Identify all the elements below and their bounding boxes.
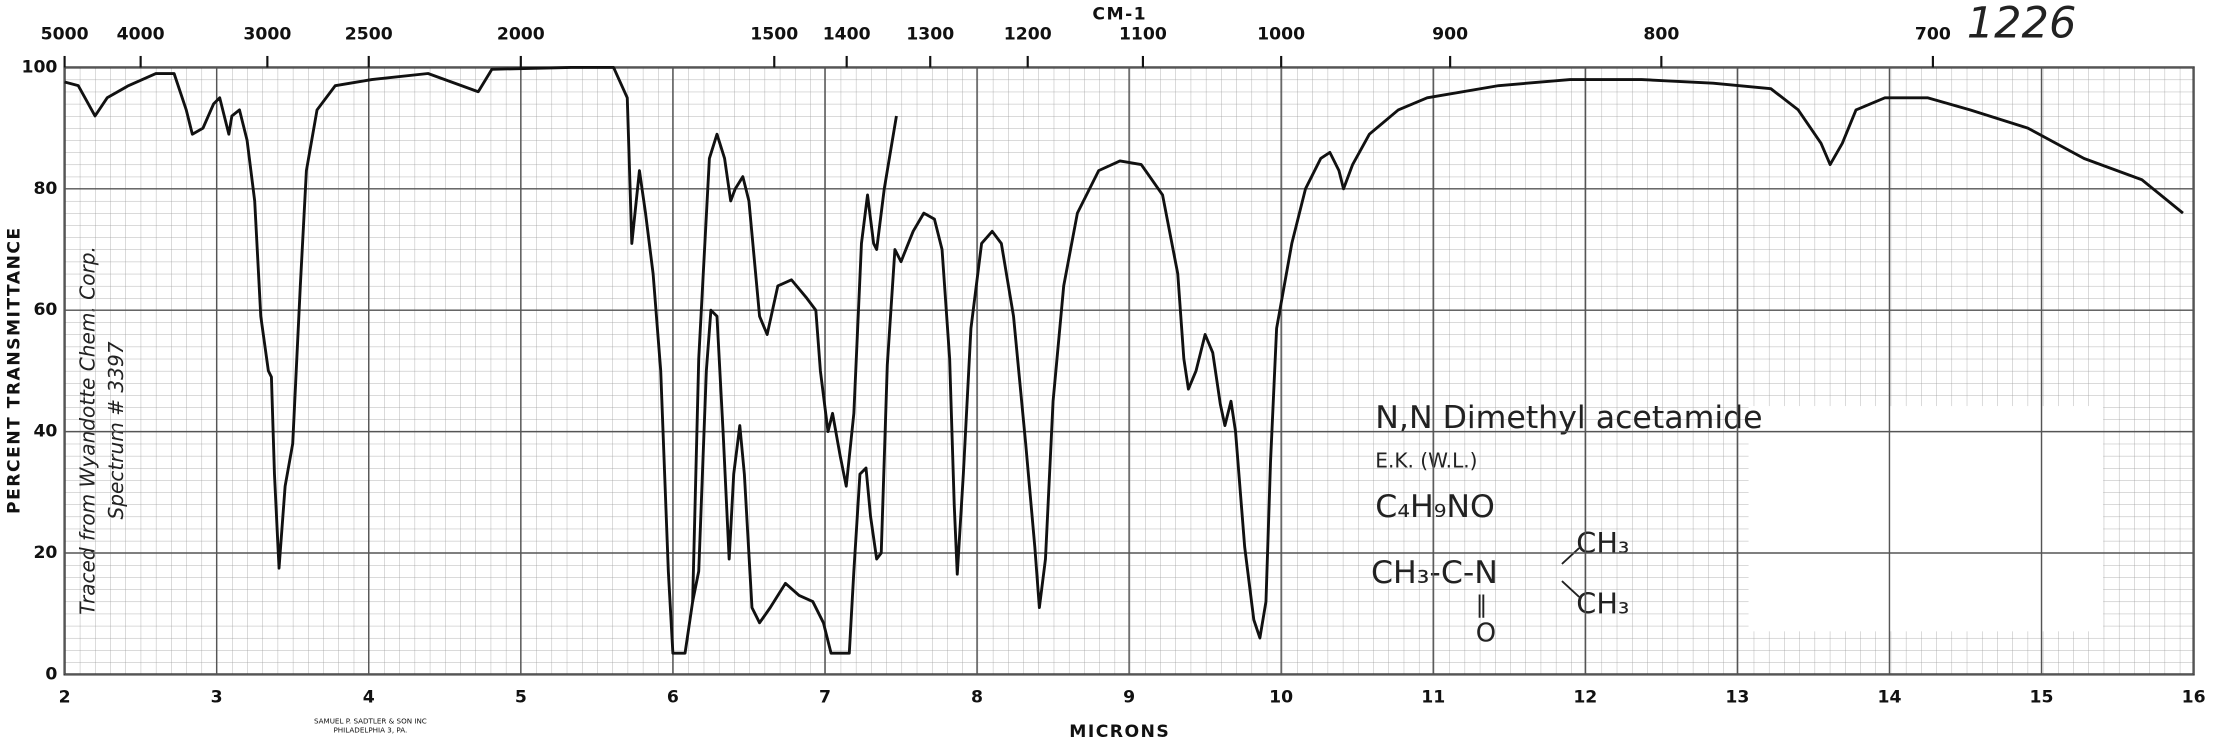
structure-upper: CH₃ bbox=[1576, 526, 1629, 560]
top-tick-label: 1100 bbox=[1119, 24, 1167, 44]
y-tick-label: 60 bbox=[33, 300, 57, 320]
structure-bonds bbox=[1561, 547, 1580, 598]
traced-note: Spectrum # 3397 bbox=[104, 341, 128, 519]
y-axis-label: PERCENT TRANSMITTANCE bbox=[4, 226, 24, 514]
source-note: E.K. (W.L.) bbox=[1375, 449, 1477, 473]
top-tick-label: 800 bbox=[1643, 24, 1679, 44]
x-tick-label: 3 bbox=[211, 687, 223, 707]
label-box bbox=[1748, 406, 2104, 632]
y-tick-label: 20 bbox=[33, 543, 57, 563]
x-tick-label: 2 bbox=[59, 687, 71, 707]
top-axis-label: CM-1 bbox=[1092, 4, 1147, 24]
top-tick-label: 1000 bbox=[1257, 24, 1305, 44]
x-tick-label: 6 bbox=[667, 687, 679, 707]
top-tick-label: 3000 bbox=[243, 24, 291, 44]
y-tick-label: 40 bbox=[33, 422, 57, 442]
top-tick-label: 4000 bbox=[117, 24, 165, 44]
spectrum-number: 1226 bbox=[1967, 0, 2077, 48]
top-tick-label: 2500 bbox=[345, 24, 393, 44]
x-tick-label: 9 bbox=[1123, 687, 1135, 707]
publisher: PHILADELPHIA 3, PA. bbox=[333, 725, 407, 734]
y-tick-label: 0 bbox=[45, 664, 57, 684]
x-tick-label: 14 bbox=[1877, 687, 1901, 707]
x-axis-label: MICRONS bbox=[1069, 722, 1170, 742]
x-tick-label: 13 bbox=[1725, 687, 1749, 707]
x-tick-label: 16 bbox=[2182, 687, 2206, 707]
structure-bond: ‖ bbox=[1476, 592, 1487, 618]
x-tick-label: 15 bbox=[2030, 687, 2054, 707]
compound-name: N,N Dimethyl acetamide bbox=[1375, 400, 1762, 436]
structure-main: CH₃-C-N bbox=[1371, 555, 1498, 591]
y-tick-label: 80 bbox=[33, 179, 57, 199]
top-tick-label: 1400 bbox=[823, 24, 871, 44]
x-tick-label: 11 bbox=[1421, 687, 1445, 707]
top-tick-label: 1300 bbox=[906, 24, 954, 44]
formula: C₄H₉NO bbox=[1375, 489, 1495, 525]
top-tick-label: 1200 bbox=[1004, 24, 1052, 44]
structure-lower: CH₃ bbox=[1576, 587, 1629, 621]
top-tick-label: 700 bbox=[1915, 24, 1951, 44]
x-tick-label: 12 bbox=[1573, 687, 1597, 707]
top-tick-label: 900 bbox=[1432, 24, 1468, 44]
x-tick-label: 7 bbox=[819, 687, 831, 707]
y-tick-label: 100 bbox=[21, 57, 57, 77]
x-tick-label: 4 bbox=[363, 687, 375, 707]
top-tick-label: 5000 bbox=[41, 24, 89, 44]
traced-note: Traced from Wyandotte Chem. Corp. bbox=[76, 246, 100, 615]
publisher: SAMUEL P. SADTLER & SON INC bbox=[314, 717, 427, 726]
spectrum-line bbox=[64, 66, 898, 655]
top-tick-label: 1500 bbox=[750, 24, 798, 44]
top-tick-label: 2000 bbox=[497, 24, 545, 44]
spectrum-line bbox=[691, 78, 2184, 655]
x-tick-label: 10 bbox=[1269, 687, 1293, 707]
x-tick-label: 5 bbox=[515, 687, 527, 707]
structure-oxygen: O bbox=[1476, 619, 1496, 649]
x-tick-label: 8 bbox=[971, 687, 983, 707]
